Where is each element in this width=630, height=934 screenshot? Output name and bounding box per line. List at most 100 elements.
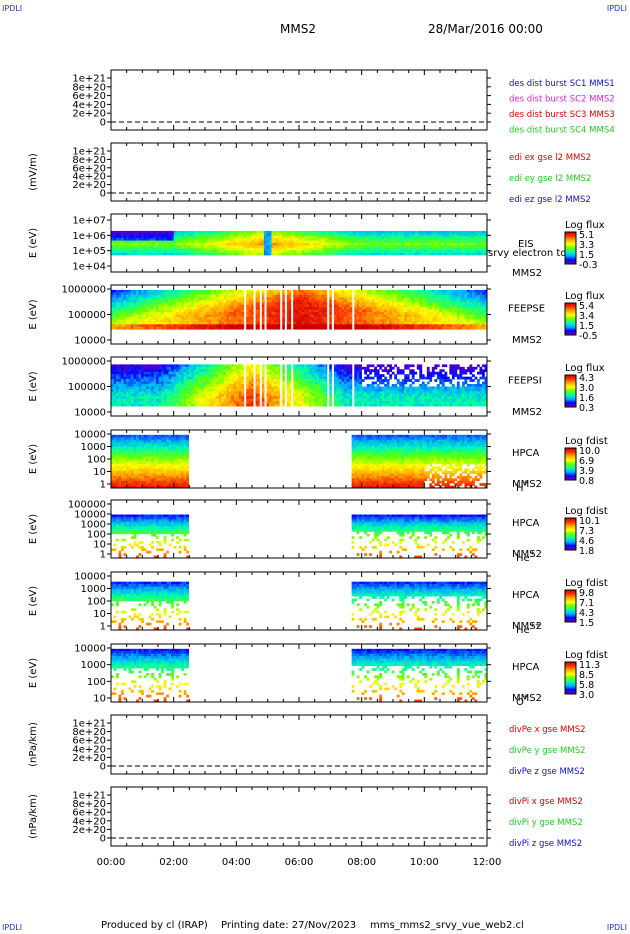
spectrogram-cell <box>431 324 435 328</box>
spectrogram-cell <box>394 307 398 310</box>
spectrogram-cell <box>349 233 352 237</box>
spectrogram-cell <box>163 309 167 313</box>
spectrogram-cell <box>276 235 280 239</box>
spectrogram-cell <box>171 403 174 407</box>
spectrogram-cell <box>439 316 443 320</box>
spectrogram-cell <box>469 309 473 313</box>
spectrogram-cell <box>364 292 367 296</box>
spectrogram-cell <box>266 233 270 237</box>
spectrogram-cell <box>251 240 255 244</box>
spectrogram-cell <box>424 252 428 256</box>
spectrogram-cell <box>451 321 455 325</box>
spectrogram-cell <box>346 243 350 246</box>
spectrogram-cell <box>183 321 187 325</box>
spectrogram-cell <box>143 289 147 293</box>
spectrogram-cell <box>258 235 262 239</box>
spectrogram-cell <box>454 252 458 256</box>
spectrogram-cell <box>186 369 190 373</box>
spectrogram-cell <box>136 252 139 256</box>
spectrogram-cell <box>256 250 260 253</box>
spectrogram-cell <box>359 230 362 234</box>
spectrogram-cell <box>111 324 114 328</box>
spectrogram-cell <box>161 314 164 318</box>
spectrogram-cell <box>153 391 157 395</box>
spectrogram-cell <box>131 393 134 397</box>
spectrogram-cell <box>201 371 205 375</box>
spectrogram-cell <box>148 374 152 377</box>
spectrogram-cell <box>411 289 415 293</box>
panel-ylabel: E (eV) <box>28 299 39 329</box>
spectrogram-cell <box>399 230 403 234</box>
spectrogram-cell <box>421 312 425 315</box>
spectrogram-cell <box>121 299 124 303</box>
panel-frame <box>110 142 488 202</box>
spectrogram-cell <box>186 289 190 293</box>
spectrogram-cell <box>286 247 290 251</box>
spectrogram-cell <box>309 243 312 246</box>
spectrogram-cell <box>416 289 420 293</box>
spectrogram-cell <box>461 292 465 296</box>
spectrogram-cell <box>311 297 315 301</box>
spectrogram-cell <box>361 299 365 303</box>
spectrogram-cell <box>321 252 325 256</box>
spectrogram-cell <box>316 252 320 256</box>
spectrogram-cell <box>366 230 370 234</box>
spectrogram-cell <box>288 299 292 303</box>
spectrogram-cell <box>479 307 483 310</box>
spectrogram-cell <box>396 302 400 305</box>
spectrogram-cell <box>203 233 207 237</box>
spectrogram-cell <box>466 326 470 330</box>
spectrogram-cell <box>288 319 292 323</box>
spectrogram-cell <box>193 393 197 397</box>
spectrogram-cell <box>218 235 222 239</box>
spectrogram-cell <box>371 326 375 330</box>
spectrogram-cell <box>321 297 325 301</box>
spectrogram-cell <box>321 230 325 234</box>
spectrogram-cell <box>369 326 372 330</box>
spectrogram-cell <box>123 384 127 387</box>
y-tick-label: 2e+20 <box>72 109 106 120</box>
spectrogram-cell <box>411 321 415 325</box>
spectrogram-cell <box>334 294 337 298</box>
spectrogram-cell <box>168 374 172 377</box>
spectrogram-cell <box>251 297 255 301</box>
spectrogram-cell <box>476 233 480 237</box>
spectrogram-cell <box>436 294 440 298</box>
spectrogram-cell <box>158 247 162 251</box>
spectrogram-cell <box>201 245 205 249</box>
spectrogram-cell <box>419 326 423 330</box>
spectrogram-cell <box>148 299 152 303</box>
spectrogram-cell <box>208 292 212 296</box>
spectrogram-cell <box>183 393 187 397</box>
spectrogram-cell <box>146 245 149 249</box>
spectrogram-cell <box>123 238 127 241</box>
spectrogram-cell <box>273 243 277 246</box>
spectrogram-cell <box>324 326 327 330</box>
spectrogram-cell <box>464 245 468 249</box>
spectrogram-cell <box>429 252 433 256</box>
spectrogram-cell <box>319 243 322 246</box>
spectrogram-cell <box>299 289 302 293</box>
spectrogram-cell <box>304 326 307 330</box>
spectrogram-cell <box>419 292 423 296</box>
spectrogram-cell <box>461 243 465 246</box>
spectrogram-cell <box>374 230 378 234</box>
spectrogram-cell <box>178 289 182 293</box>
spectrogram-cell <box>206 379 210 382</box>
spectrogram-cell <box>293 247 297 251</box>
spectrogram-cell <box>276 233 280 237</box>
spectrogram-cell <box>158 369 162 373</box>
spectrogram-cell <box>404 309 408 313</box>
spectrogram-cell <box>476 302 480 305</box>
spectrogram-cell <box>256 297 260 301</box>
spectrogram-cell <box>228 316 232 320</box>
spectrogram-cell <box>268 309 272 313</box>
spectrogram-cell <box>359 235 362 239</box>
spectrogram-cell <box>123 294 127 298</box>
spectrogram-cell <box>309 297 312 301</box>
spectrogram-cell <box>216 302 220 305</box>
spectrogram-cell <box>386 230 390 234</box>
spectrogram-cell <box>341 247 345 251</box>
spectrogram-cell <box>138 379 142 382</box>
spectrogram-cell <box>191 289 195 293</box>
